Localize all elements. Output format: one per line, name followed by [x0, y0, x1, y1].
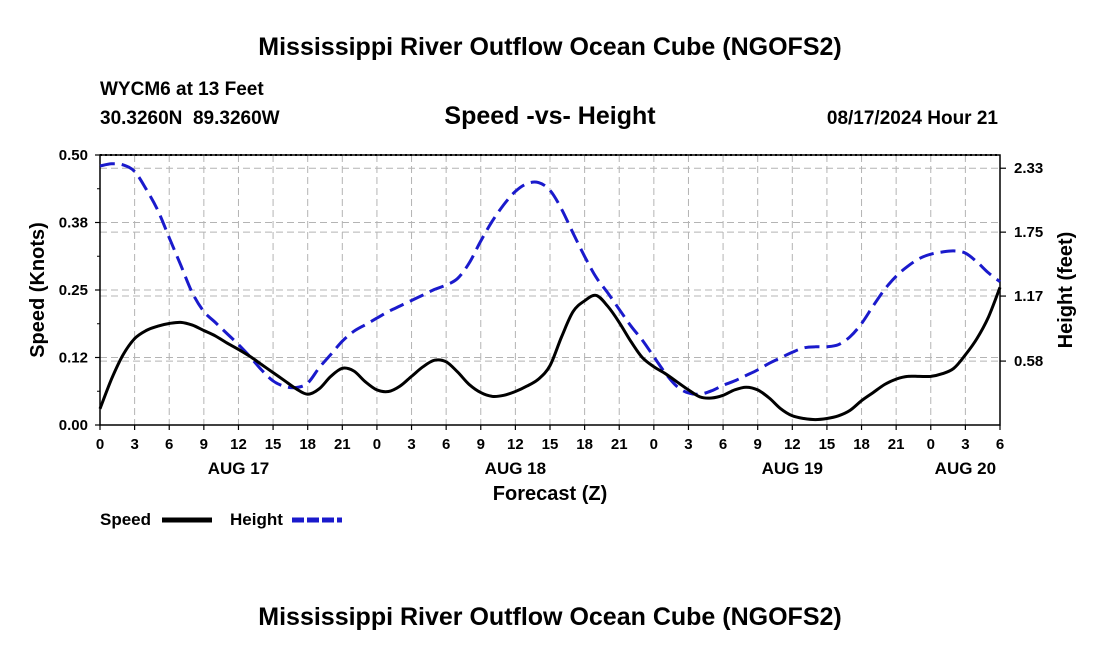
x-tick-label: 21 [888, 436, 905, 453]
x-tick-label: 3 [961, 436, 969, 453]
station-coords: 30.3260N 89.3260W [100, 108, 280, 129]
x-tick-label: 18 [299, 436, 316, 453]
x-tick-label: 0 [927, 436, 935, 453]
series-line-height [99, 162, 1001, 396]
x-tick-label: 0 [373, 436, 381, 453]
x-tick-label: 15 [542, 436, 559, 453]
x-tick-label: 12 [230, 436, 247, 453]
forecast-datetime: 08/17/2024 Hour 21 [827, 108, 999, 129]
y-tick-label: 0.00 [59, 417, 88, 434]
tick-labels: 0 3 6 9 12 15 18 21 0 3 6 9 12 15 18 21 0 3 6 9 12 15 18 21 0 3 6A… [59, 147, 1043, 478]
series-lines [98, 162, 1002, 422]
x-tick-label: 3 [684, 436, 692, 453]
x-tick-label: 15 [265, 436, 282, 453]
y2-tick-label: 1.17 [1014, 288, 1043, 305]
x-date-label: AUG 20 [935, 459, 996, 478]
chart-title: Speed -vs- Height [444, 102, 656, 130]
x-tick-label: 21 [334, 436, 351, 453]
y-tick-label: 0.25 [59, 282, 88, 299]
y-tick-label: 0.12 [59, 350, 88, 367]
grid-lines [100, 155, 1000, 425]
x-tick-label: 12 [507, 436, 524, 453]
y-tick-label: 0.38 [59, 215, 88, 232]
x-tick-label: 9 [477, 436, 485, 453]
x-axis-label: Forecast (Z) [493, 483, 607, 505]
y-tick-label: 0.50 [59, 147, 88, 164]
page-title: Mississippi River Outflow Ocean Cube (NG… [258, 33, 841, 61]
station-name: WYCM6 at 13 Feet [100, 79, 264, 100]
x-tick-label: 6 [165, 436, 173, 453]
x-tick-label: 15 [819, 436, 836, 453]
legend-height-label: Height [230, 510, 283, 529]
x-date-label: AUG 17 [208, 459, 269, 478]
x-date-label: AUG 19 [762, 459, 823, 478]
y2-tick-label: 0.58 [1014, 353, 1043, 370]
x-date-label: AUG 18 [485, 459, 546, 478]
series-line-speed [98, 286, 1002, 422]
y2-tick-label: 2.33 [1014, 160, 1043, 177]
x-tick-label: 3 [130, 436, 138, 453]
x-tick-label: 3 [407, 436, 415, 453]
x-tick-label: 6 [719, 436, 727, 453]
x-tick-label: 6 [996, 436, 1004, 453]
x-tick-label: 0 [650, 436, 658, 453]
y2-axis-label: Height (feet) [1055, 232, 1077, 349]
x-tick-label: 6 [442, 436, 450, 453]
y2-tick-label: 1.75 [1014, 224, 1043, 241]
x-tick-label: 12 [784, 436, 801, 453]
legend-speed-label: Speed [100, 510, 151, 529]
x-tick-label: 9 [754, 436, 762, 453]
y-axis-label: Speed (Knots) [27, 222, 49, 358]
x-tick-label: 9 [200, 436, 208, 453]
x-tick-label: 21 [611, 436, 628, 453]
x-tick-label: 0 [96, 436, 104, 453]
axis-ticks [95, 154, 1006, 430]
x-tick-label: 18 [853, 436, 870, 453]
x-tick-label: 18 [576, 436, 593, 453]
footer-title: Mississippi River Outflow Ocean Cube (NG… [258, 603, 841, 631]
